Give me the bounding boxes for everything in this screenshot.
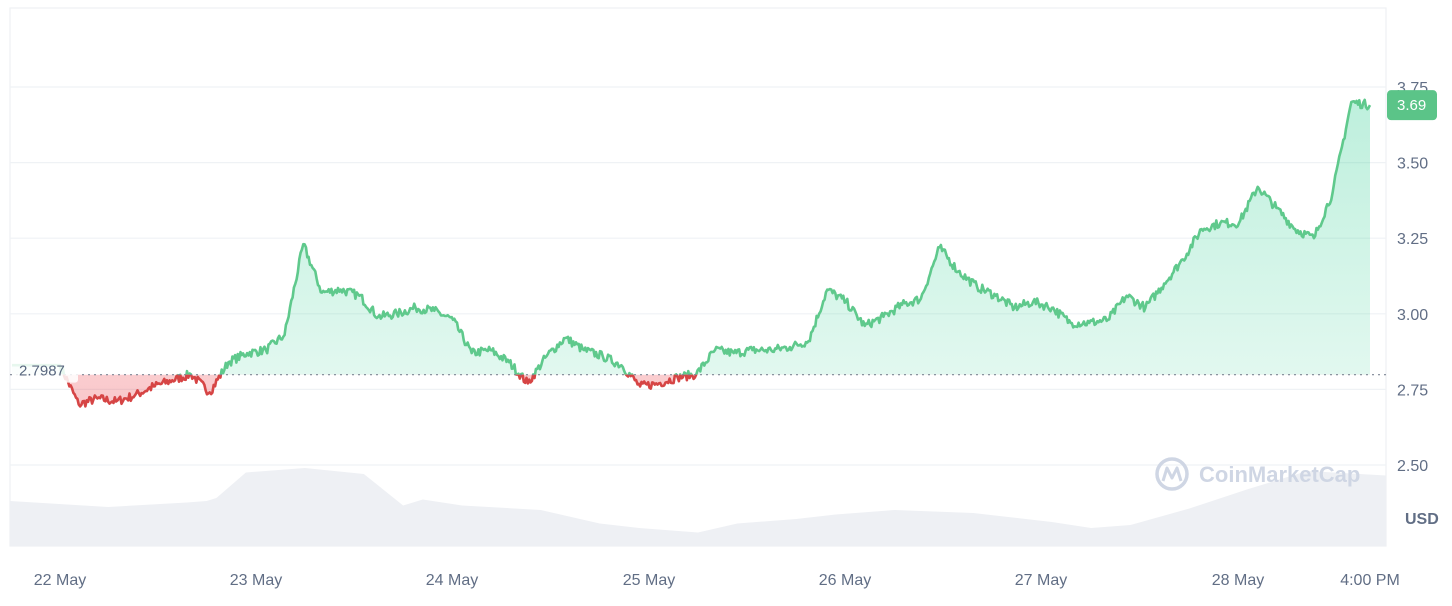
x-tick-label: 27 May (1015, 572, 1067, 589)
watermark: CoinMarketCap (1155, 457, 1360, 491)
x-tick-label: 22 May (34, 572, 86, 589)
area-below-baseline (63, 374, 697, 407)
baseline-tag-bg (12, 360, 78, 383)
x-tick-label: 23 May (230, 572, 282, 589)
current-price-badge-bg (1387, 90, 1437, 121)
price-area (12, 99, 1370, 407)
x-tick-label: 28 May (1212, 572, 1264, 589)
x-tick-label: 26 May (819, 572, 871, 589)
y-tick-label: 3.00 (1397, 307, 1428, 324)
watermark-text: CoinMarketCap (1199, 462, 1360, 487)
current-price-badge: 3.69 (1387, 90, 1437, 121)
currency-label: USD (1405, 511, 1439, 528)
volume-fill (10, 468, 1386, 546)
y-tick-label: 2.50 (1397, 458, 1428, 475)
area-above-baseline (12, 99, 1370, 375)
baseline-tag: 2.7987 (12, 360, 78, 383)
x-tick-label: 25 May (623, 572, 675, 589)
coinmarketcap-logo-icon (1155, 457, 1189, 491)
volume-area (10, 468, 1386, 546)
x-tick-label: 24 May (426, 572, 478, 589)
y-tick-label: 2.75 (1397, 382, 1428, 399)
y-tick-label: 3.50 (1397, 156, 1428, 173)
x-tick-label: 4:00 PM (1340, 572, 1400, 589)
y-axis: 2.502.753.003.253.503.75 (1397, 80, 1428, 475)
price-line-up (12, 98, 1372, 375)
current-price-label: 3.69 (1397, 97, 1426, 114)
baseline-label: 2.7987 (19, 363, 65, 380)
y-tick-label: 3.25 (1397, 231, 1428, 248)
x-axis: 22 May 23 May 24 May 25 May 26 May 27 May 28 M… (34, 572, 1400, 589)
price-line-group (12, 98, 1372, 408)
